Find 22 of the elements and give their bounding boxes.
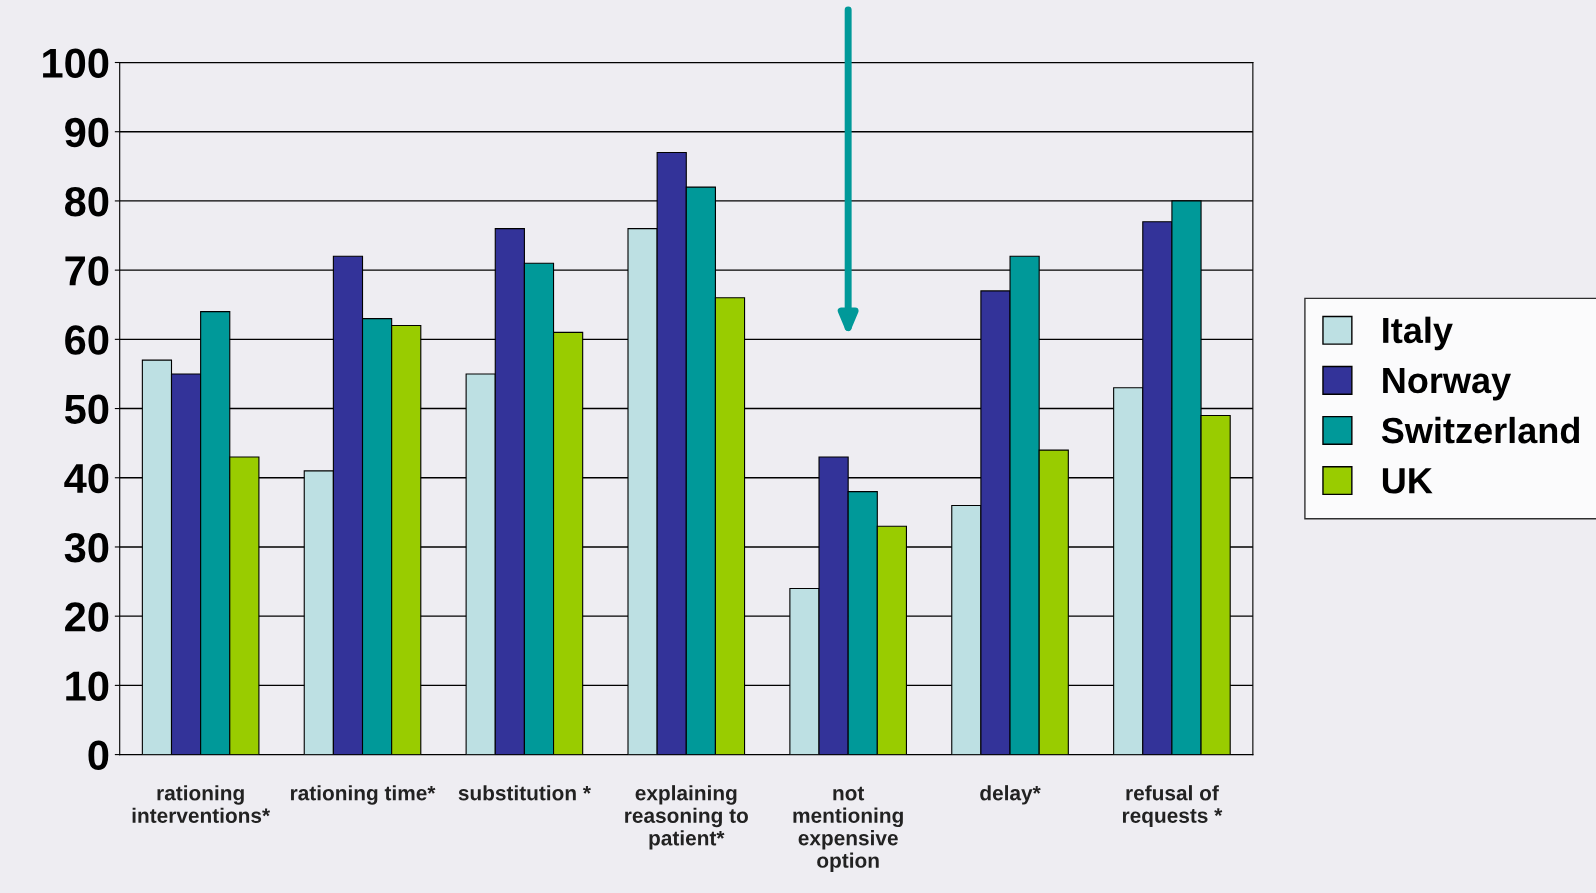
y-tick-label: 60 <box>65 325 109 355</box>
x-tick-label: explaining reasoning to patient* <box>625 785 748 850</box>
y-tick-label: 30 <box>64 532 109 563</box>
x-tick-label: rationing time* <box>290 785 436 805</box>
y-tick-label: 50 <box>64 394 109 425</box>
x-tick-label: not mentioning expensive option <box>793 786 903 872</box>
x-tick-label: refusal of requests * <box>1122 785 1223 827</box>
y-tick-label: 70 <box>65 256 109 286</box>
legend-label: Switzerland <box>1381 416 1580 444</box>
y-tick-label: 90 <box>65 117 109 148</box>
legend-label: Norway <box>1383 368 1511 401</box>
x-tick-label: rationing interventions* <box>132 785 271 823</box>
y-tick-label: 0 <box>88 740 109 771</box>
legend-label: UK <box>1382 468 1433 494</box>
y-tick-label: 100 <box>43 48 109 79</box>
y-tick-label: 40 <box>64 463 109 494</box>
x-tick-label: substitution * <box>458 785 591 801</box>
legend-label: Italy <box>1383 316 1453 351</box>
y-tick-label: 10 <box>66 671 109 701</box>
y-tick-label: 80 <box>64 186 109 217</box>
y-tick-label: 20 <box>65 602 109 632</box>
x-tick-label: delay* <box>980 785 1041 805</box>
